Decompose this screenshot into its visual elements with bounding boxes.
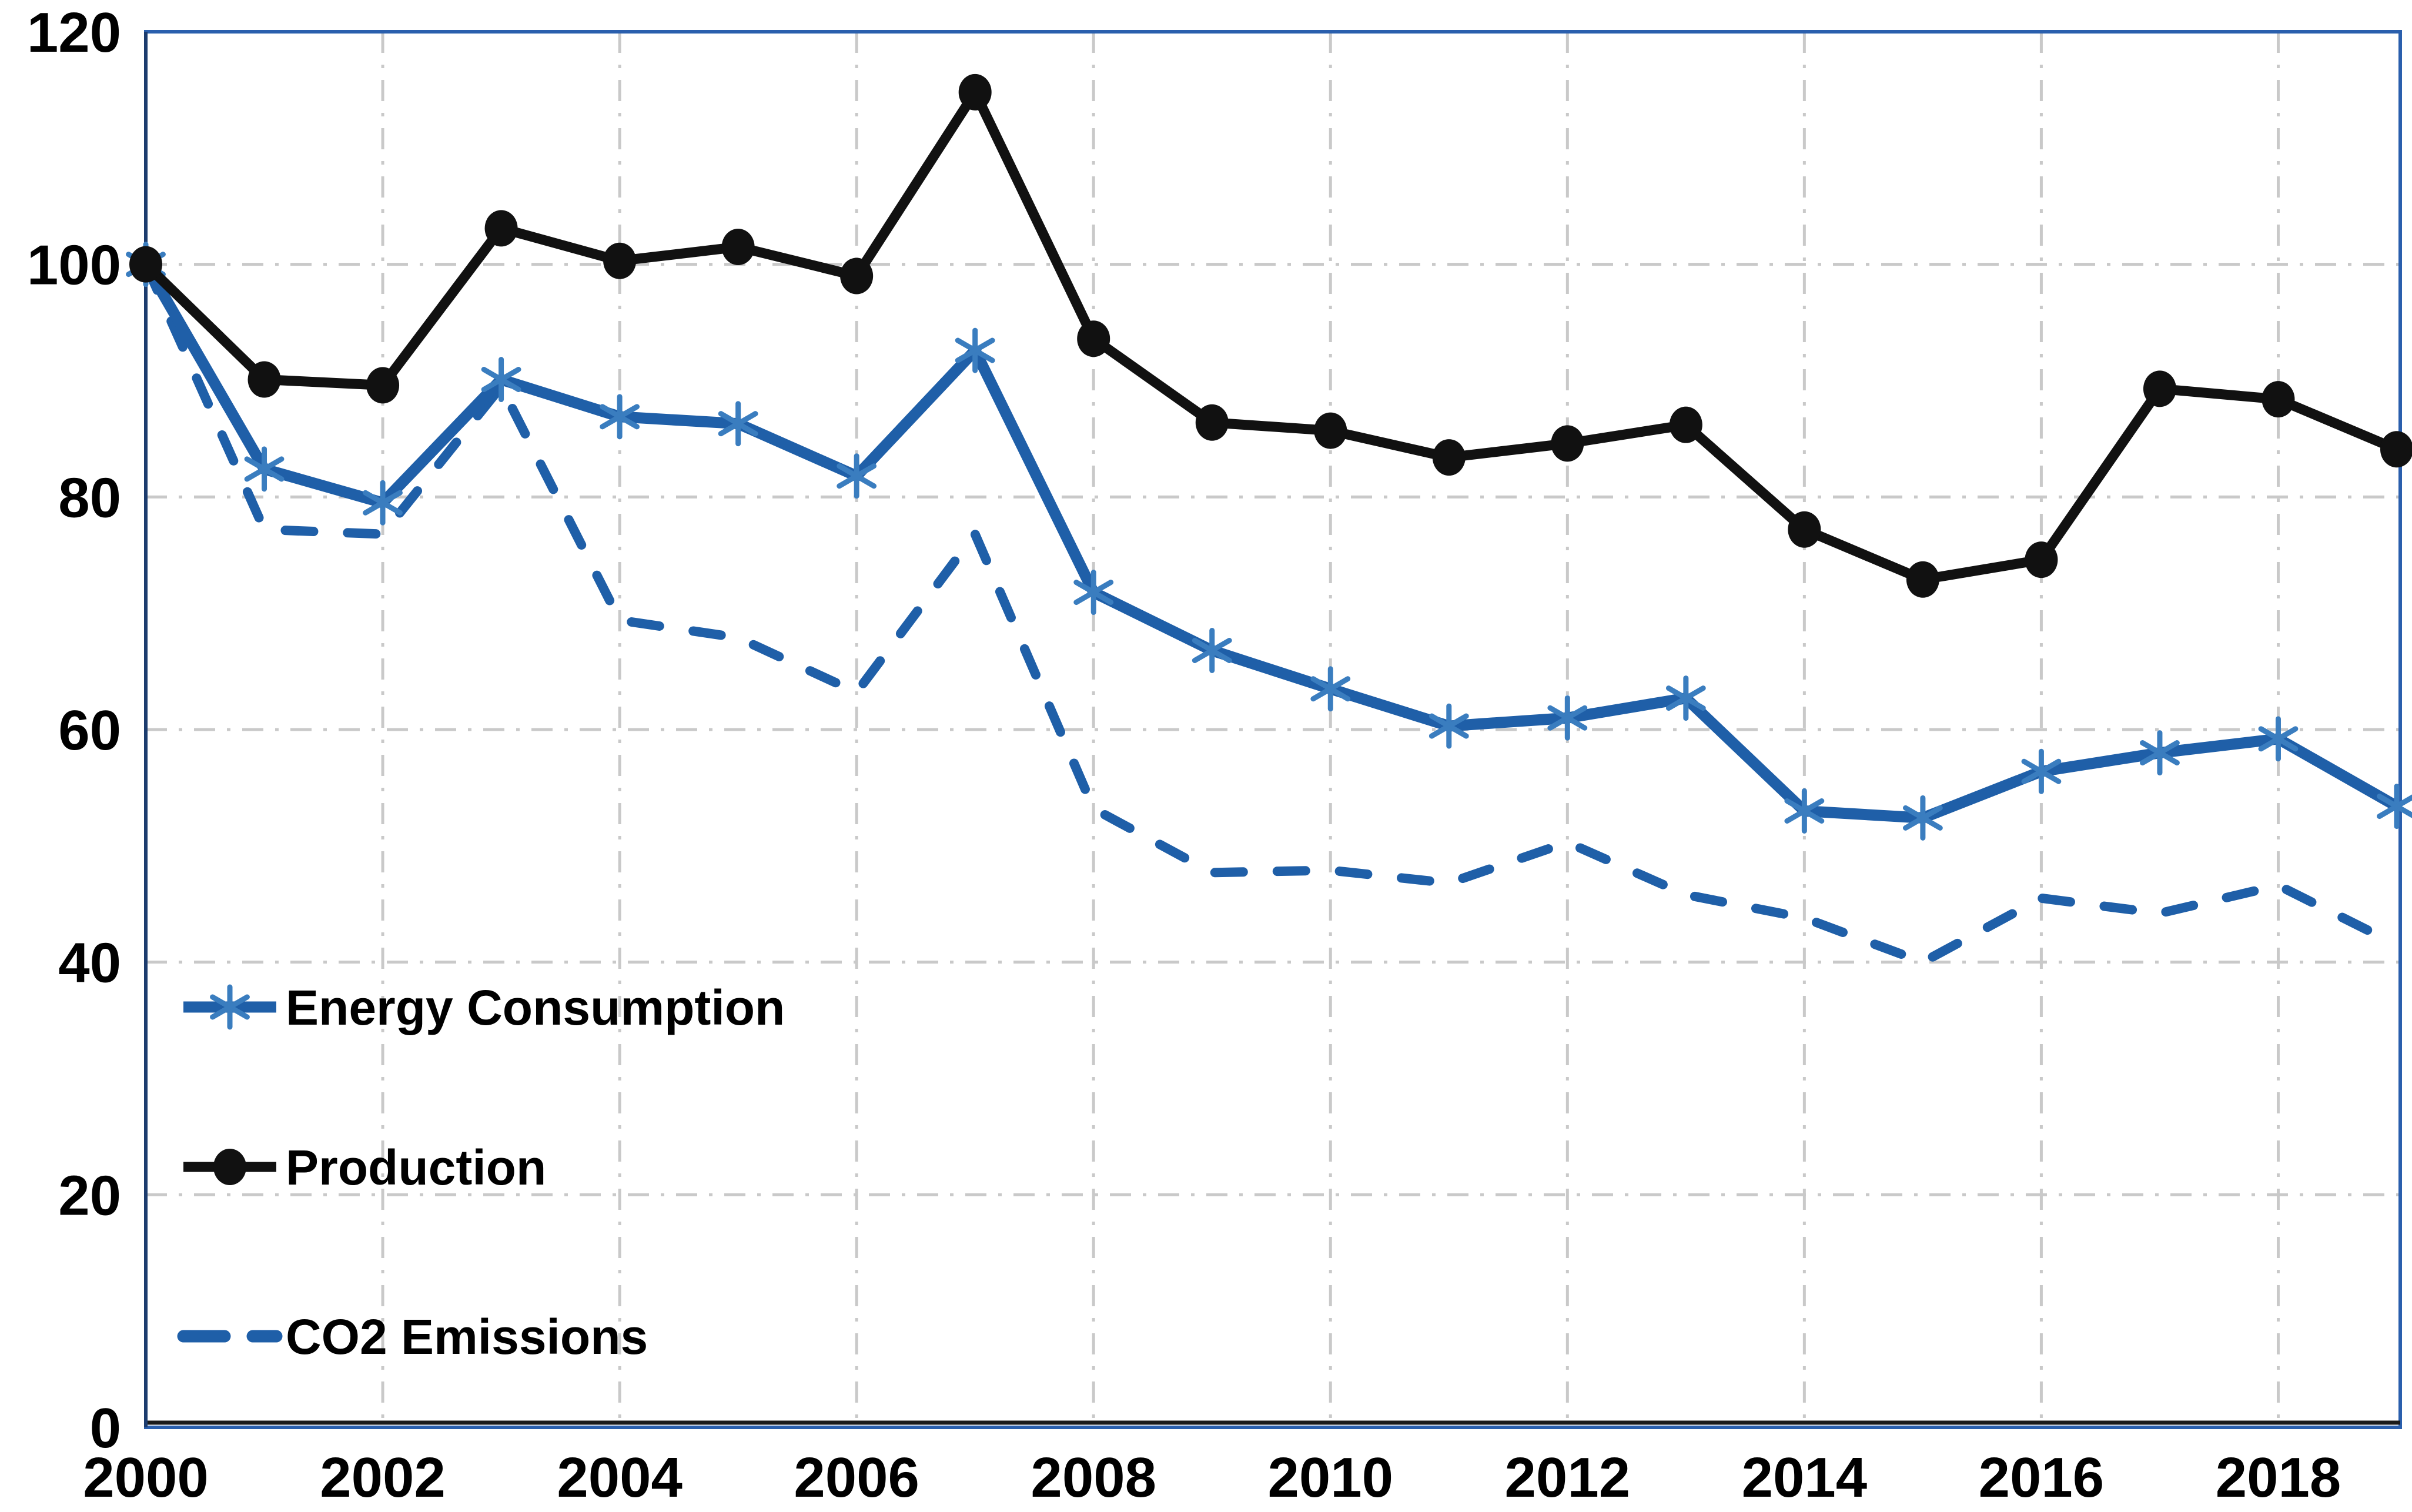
data-point-energy-consumption (2140, 730, 2180, 776)
data-point-energy-consumption (1784, 788, 1825, 834)
asterisk-spoke (2140, 740, 2180, 766)
legend-label-energy-consumption: Energy Consumption (286, 980, 785, 1035)
data-point-energy-consumption (363, 480, 403, 526)
x-tick-label: 2012 (1505, 1446, 1631, 1509)
x-tick-label: 2010 (1267, 1446, 1393, 1509)
y-tick-label: 40 (58, 932, 121, 995)
x-tick-label: 2018 (2216, 1446, 2341, 1509)
asterisk-spoke (1192, 637, 1232, 663)
y-tick-label: 100 (27, 234, 121, 297)
asterisk-spoke (2377, 794, 2412, 819)
data-point-production (2025, 541, 2058, 578)
y-tick-label: 0 (90, 1397, 121, 1460)
data-point-energy-consumption (1547, 695, 1588, 741)
legend-label-co2-emissions: CO2 Emissions (286, 1309, 648, 1364)
data-point-production (1314, 412, 1347, 449)
series-lines (126, 73, 2412, 967)
legend-item-production: Production (183, 1140, 546, 1195)
axis-tick-labels: 0 20 40 60 80 100 120 2000 2002 2004 2006 2008 2010 2… (27, 1, 2341, 1509)
asterisk-spoke (244, 456, 285, 482)
series-line-production (142, 87, 2399, 585)
asterisk-spoke (2258, 726, 2299, 752)
data-point-energy-consumption (1192, 627, 1232, 673)
y-tick-label: 80 (58, 466, 121, 529)
data-point-energy-consumption (481, 357, 521, 403)
x-tick-label: 2008 (1031, 1446, 1156, 1509)
asterisk-spoke (1784, 798, 1825, 824)
asterisk-spoke (481, 367, 521, 393)
data-point-production (129, 246, 162, 283)
data-point-energy-consumption (2258, 716, 2299, 762)
asterisk-spoke (955, 337, 995, 363)
asterisk-spoke (1665, 685, 1706, 711)
data-point-production (2262, 381, 2295, 418)
data-point-production (840, 257, 874, 295)
series-line-co2-emissions (141, 259, 2401, 967)
data-point-production (2143, 370, 2176, 407)
data-point-energy-consumption (1902, 795, 1943, 841)
x-tick-label: 2016 (1979, 1446, 2105, 1509)
data-point-energy-consumption (1429, 703, 1469, 749)
x-tick-label: 2000 (83, 1446, 209, 1509)
x-tick-label: 2006 (794, 1446, 919, 1509)
asterisk-spoke (1073, 580, 1114, 606)
y-tick-label: 20 (58, 1164, 121, 1227)
data-point-production (1077, 320, 1110, 357)
data-point-production (603, 242, 637, 279)
asterisk-spoke (837, 463, 877, 489)
series-line-energy-consumption (140, 261, 2400, 824)
circle-marker-icon (213, 1149, 246, 1185)
data-point-energy-consumption (718, 401, 758, 447)
legend-item-co2-emissions: CO2 Emissions (177, 1309, 648, 1364)
asterisk-spoke (600, 404, 640, 430)
data-point-production (1551, 425, 1584, 462)
data-point-production (1906, 561, 1939, 598)
data-point-energy-consumption (837, 453, 877, 499)
data-point-production (958, 73, 992, 111)
y-tick-label: 60 (58, 699, 121, 762)
x-tick-label: 2004 (557, 1446, 683, 1509)
asterisk-spoke (1310, 676, 1351, 702)
asterisk-marker-icon (210, 984, 250, 1030)
data-point-production (1788, 511, 1821, 548)
data-point-energy-consumption (2021, 748, 2062, 794)
data-point-energy-consumption (2377, 784, 2412, 829)
data-point-energy-consumption (1665, 675, 1706, 721)
asterisk-spoke (2021, 758, 2062, 784)
asterisk-spoke (718, 411, 758, 437)
asterisk-spoke (363, 490, 403, 516)
data-point-energy-consumption (1073, 570, 1114, 615)
gridlines (146, 32, 2400, 1427)
y-tick-label: 120 (27, 1, 121, 64)
data-point-production (721, 228, 755, 265)
legend: Energy Consumption Production CO2 Emissi… (177, 980, 785, 1364)
data-point-energy-consumption (955, 327, 995, 373)
data-point-production (1432, 439, 1466, 476)
data-point-energy-consumption (244, 446, 285, 492)
data-point-production (366, 367, 400, 404)
x-tick-label: 2002 (320, 1446, 446, 1509)
asterisk-spoke (1902, 805, 1943, 831)
x-tick-label: 2014 (1742, 1446, 1868, 1509)
data-point-energy-consumption (1310, 666, 1351, 712)
data-point-production (1669, 406, 1702, 443)
data-point-production (484, 210, 518, 247)
data-point-production (247, 361, 281, 398)
legend-label-production: Production (286, 1140, 546, 1195)
data-point-energy-consumption (600, 394, 640, 440)
asterisk-spoke (1429, 713, 1469, 739)
legend-item-energy-consumption: Energy Consumption (183, 980, 785, 1035)
asterisk-spoke (1547, 705, 1588, 731)
data-point-production (1195, 404, 1229, 441)
data-point-production (2380, 431, 2412, 468)
